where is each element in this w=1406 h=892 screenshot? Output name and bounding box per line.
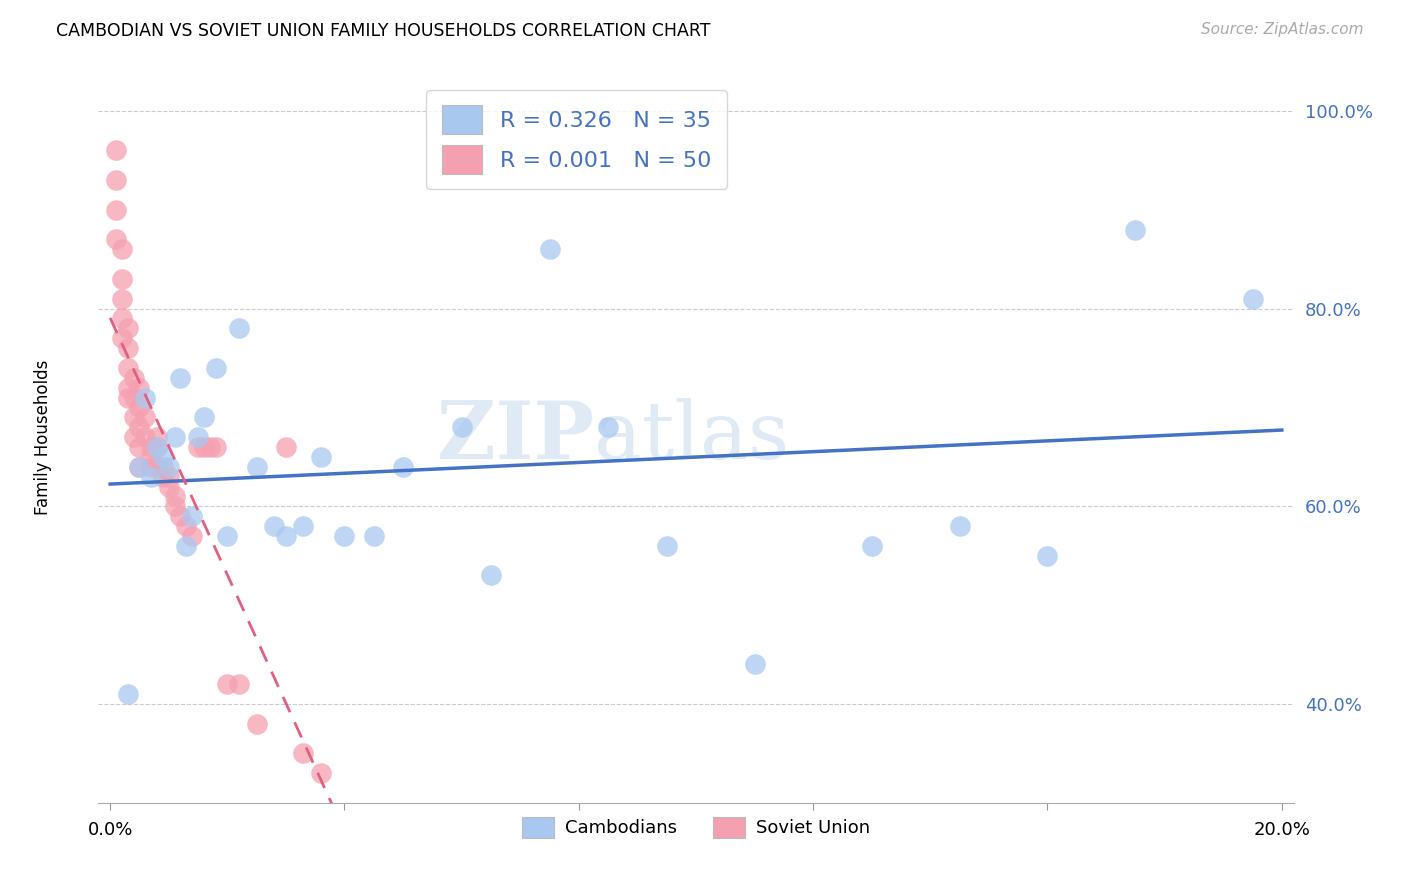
Point [117, 321, 139, 335]
Point [292, 519, 315, 533]
Point [134, 430, 156, 444]
Point [181, 509, 204, 524]
Point [655, 539, 678, 553]
Point [146, 459, 169, 474]
Point [169, 371, 191, 385]
Point [309, 450, 332, 464]
Point [152, 469, 174, 483]
Point [174, 539, 197, 553]
Point [128, 459, 150, 474]
Point [152, 459, 174, 474]
Point [309, 766, 332, 780]
Point [450, 420, 472, 434]
Point [146, 440, 169, 454]
Point [141, 440, 163, 454]
Text: 0.0%: 0.0% [87, 821, 132, 838]
Point [479, 568, 502, 582]
Point [111, 242, 134, 256]
Text: 20.0%: 20.0% [1253, 821, 1310, 838]
Point [948, 519, 970, 533]
Point [128, 381, 150, 395]
Point [117, 360, 139, 375]
Point [204, 360, 226, 375]
Point [152, 450, 174, 464]
Point [193, 410, 215, 425]
Point [163, 430, 186, 444]
Point [246, 716, 269, 731]
Point [141, 450, 163, 464]
Point [598, 420, 620, 434]
Point [128, 420, 150, 434]
Point [117, 687, 139, 701]
Point [122, 371, 145, 385]
Text: ZIP: ZIP [437, 398, 595, 476]
Point [204, 440, 226, 454]
Point [169, 509, 191, 524]
Point [146, 430, 169, 444]
Point [157, 469, 180, 483]
Point [146, 440, 169, 454]
Point [187, 440, 209, 454]
Point [134, 391, 156, 405]
Point [392, 459, 415, 474]
Point [117, 391, 139, 405]
Point [111, 331, 134, 345]
Point [363, 529, 385, 543]
Point [163, 489, 186, 503]
Point [181, 529, 204, 543]
Point [163, 500, 186, 514]
Point [538, 242, 561, 256]
Point [1125, 222, 1147, 236]
Point [228, 677, 250, 691]
Text: CAMBODIAN VS SOVIET UNION FAMILY HOUSEHOLDS CORRELATION CHART: CAMBODIAN VS SOVIET UNION FAMILY HOUSEHO… [56, 22, 711, 40]
Point [274, 529, 297, 543]
Point [141, 469, 163, 483]
Point [187, 430, 209, 444]
Point [292, 747, 315, 761]
Point [111, 272, 134, 286]
Point [217, 677, 239, 691]
Point [111, 311, 134, 326]
Point [105, 173, 128, 187]
Y-axis label: Family Households: Family Households [34, 359, 52, 515]
Point [105, 144, 128, 158]
Legend: Cambodians, Soviet Union: Cambodians, Soviet Union [515, 810, 877, 845]
Point [128, 459, 150, 474]
Point [1241, 292, 1264, 306]
Point [193, 440, 215, 454]
Point [198, 440, 221, 454]
Point [228, 321, 250, 335]
Point [174, 519, 197, 533]
Point [128, 401, 150, 415]
Point [141, 459, 163, 474]
Point [128, 440, 150, 454]
Point [134, 410, 156, 425]
Point [157, 459, 180, 474]
Point [1036, 549, 1059, 563]
Point [157, 479, 180, 493]
Point [246, 459, 269, 474]
Point [744, 657, 766, 672]
Point [333, 529, 356, 543]
Point [117, 341, 139, 355]
Point [122, 391, 145, 405]
Point [111, 292, 134, 306]
Point [122, 430, 145, 444]
Point [122, 410, 145, 425]
Point [117, 381, 139, 395]
Point [217, 529, 239, 543]
Point [263, 519, 285, 533]
Point [105, 202, 128, 217]
Point [105, 232, 128, 246]
Point [274, 440, 297, 454]
Text: atlas: atlas [595, 398, 790, 476]
Point [860, 539, 883, 553]
Text: Source: ZipAtlas.com: Source: ZipAtlas.com [1201, 22, 1364, 37]
